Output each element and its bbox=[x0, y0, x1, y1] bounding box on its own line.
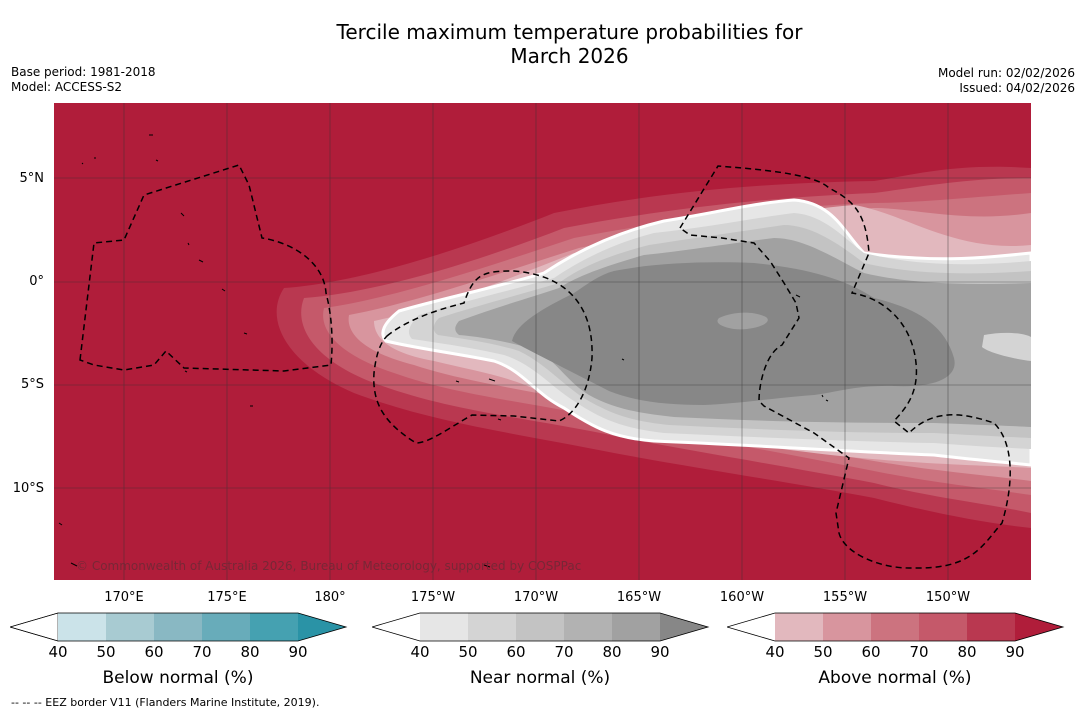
copyright-notice: © Commonwealth of Australia 2026, Bureau… bbox=[76, 559, 582, 573]
cbar-high-arrow bbox=[1015, 613, 1063, 641]
eez-kiribati-line-islands bbox=[678, 165, 1011, 569]
lon-label: 175°E bbox=[207, 590, 247, 605]
eez-kiribati-gilberts bbox=[79, 164, 333, 372]
near-normal-colorbar bbox=[372, 612, 710, 642]
cbar-tick: 80 bbox=[602, 643, 622, 661]
cbar-swatch bbox=[58, 613, 106, 641]
title-line-2: March 2026 bbox=[510, 44, 629, 68]
cbar-low-arrow bbox=[372, 613, 420, 641]
issued-date: Issued: 04/02/2026 bbox=[959, 81, 1075, 95]
above-normal-title: Above normal (%) bbox=[818, 668, 972, 688]
cbar-tick: 50 bbox=[96, 643, 116, 661]
cbar-tick: 60 bbox=[861, 643, 881, 661]
cbar-tick: 80 bbox=[240, 643, 260, 661]
base-period: Base period: 1981-2018 bbox=[11, 65, 156, 79]
above-normal-colorbar bbox=[727, 612, 1065, 642]
cbar-swatch bbox=[871, 613, 919, 641]
cbar-low-arrow bbox=[10, 612, 59, 642]
run-info: Model run: 02/02/2026 Issued: 04/02/2026 bbox=[938, 66, 1075, 96]
cbar-tick: 90 bbox=[288, 643, 308, 661]
map-svg bbox=[54, 103, 1031, 580]
lon-label: 165°W bbox=[616, 590, 662, 605]
cbar-swatch bbox=[612, 613, 660, 641]
cbar-tick: 50 bbox=[813, 643, 833, 661]
graticule bbox=[54, 103, 1031, 580]
cbar-tick: 80 bbox=[957, 643, 977, 661]
cbar-swatch bbox=[468, 613, 516, 641]
eez-footnote: -- -- -- EEZ border V11 (Flanders Marine… bbox=[11, 696, 320, 709]
cbar-swatch bbox=[106, 613, 154, 641]
model-name: Model: ACCESS-S2 bbox=[11, 80, 123, 94]
lon-label: 160°W bbox=[719, 590, 765, 605]
title-line-1: Tercile maximum temperature probabilitie… bbox=[336, 20, 803, 44]
cbar-tick: 90 bbox=[650, 643, 670, 661]
lat-label: 0° bbox=[29, 274, 44, 289]
islands bbox=[58, 134, 829, 568]
cbar-high-arrow bbox=[298, 613, 346, 641]
cbar-swatch bbox=[154, 613, 202, 641]
cbar-swatch bbox=[967, 613, 1015, 641]
cbar-tick: 40 bbox=[410, 643, 430, 661]
cbar-swatch bbox=[775, 613, 823, 641]
lon-label: 150°W bbox=[925, 590, 971, 605]
lat-label: 5°S bbox=[20, 377, 44, 392]
eez-tokelau-samoa bbox=[373, 270, 593, 444]
lat-label: 10°S bbox=[12, 481, 44, 496]
cbar-tick: 70 bbox=[554, 643, 574, 661]
cbar-tick: 70 bbox=[909, 643, 929, 661]
lon-label: 175°W bbox=[410, 590, 456, 605]
cbar-tick: 60 bbox=[506, 643, 526, 661]
cbar-tick: 90 bbox=[1005, 643, 1025, 661]
eez-borders bbox=[79, 164, 1011, 569]
near-80-region bbox=[512, 262, 955, 405]
cbar-tick: 70 bbox=[192, 643, 212, 661]
cbar-tick: 50 bbox=[458, 643, 478, 661]
lon-label: 170°W bbox=[513, 590, 559, 605]
near-70-island bbox=[717, 312, 768, 330]
cbar-high-arrow bbox=[660, 613, 708, 641]
below-normal-title: Below normal (%) bbox=[102, 668, 254, 688]
model-info: Base period: 1981-2018 Model: ACCESS-S2 bbox=[11, 65, 156, 95]
cbar-swatch bbox=[250, 613, 298, 641]
cbar-swatch bbox=[823, 613, 871, 641]
lon-label: 155°W bbox=[822, 590, 868, 605]
cbar-tick: 40 bbox=[765, 643, 785, 661]
lon-label: 170°E bbox=[104, 590, 144, 605]
lon-label: 180° bbox=[314, 590, 346, 605]
cbar-swatch bbox=[919, 613, 967, 641]
model-run-date: Model run: 02/02/2026 bbox=[937, 66, 1075, 80]
near-normal-title: Near normal (%) bbox=[469, 668, 611, 688]
cbar-swatch bbox=[202, 613, 250, 641]
cbar-swatch bbox=[516, 613, 564, 641]
cbar-low-arrow bbox=[727, 613, 775, 641]
near-50-pocket bbox=[982, 332, 1031, 361]
below-normal-colorbar bbox=[10, 612, 348, 642]
cbar-tick: 40 bbox=[48, 643, 68, 661]
cbar-swatch bbox=[420, 613, 468, 641]
cbar-tick: 60 bbox=[144, 643, 164, 661]
probability-map bbox=[54, 103, 1031, 580]
cbar-swatch bbox=[564, 613, 612, 641]
lat-label: 5°N bbox=[19, 171, 45, 186]
map-title: Tercile maximum temperature probabilitie… bbox=[0, 20, 1085, 68]
